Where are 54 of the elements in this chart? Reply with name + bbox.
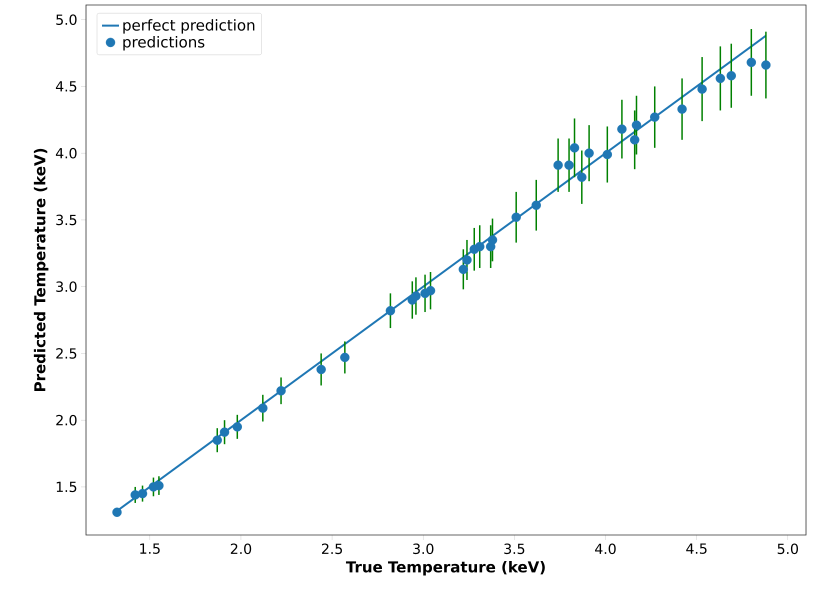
x-tick-label: 3.0 (413, 544, 434, 554)
x-tick-label: 4.0 (595, 544, 616, 554)
y-tick-label: 5.0 (56, 14, 77, 25)
y-tick-label: 4.0 (56, 148, 77, 158)
point (411, 291, 421, 301)
point (232, 422, 242, 432)
legend-label: predictions (123, 36, 204, 51)
point (488, 235, 498, 245)
point (577, 172, 587, 182)
point (716, 74, 726, 84)
x-tick-label: 5.0 (778, 544, 798, 554)
point (584, 148, 594, 158)
x-tick-label: 3.5 (504, 544, 524, 554)
point (632, 120, 642, 130)
point (258, 403, 268, 413)
point (564, 160, 574, 170)
y-tick-label: 4.5 (56, 81, 76, 92)
point (276, 386, 286, 396)
legend-label: perfect prediction (123, 19, 254, 34)
y-tick-label: 1.5 (56, 482, 76, 492)
point (475, 242, 484, 252)
x-tick-label: 2.5 (322, 544, 342, 554)
point (570, 143, 580, 153)
point (761, 60, 771, 70)
y-tick-label: 3.0 (56, 281, 77, 292)
y-tick-label: 3.5 (56, 214, 76, 226)
point (511, 212, 521, 222)
point (677, 104, 687, 114)
point (458, 264, 468, 274)
point (340, 352, 350, 362)
x-axis-title: True Temperature (keV) (346, 560, 545, 576)
point (630, 135, 640, 145)
point (426, 286, 436, 296)
x-tick-label: 2.0 (230, 544, 252, 554)
point (462, 255, 472, 265)
x-tick-label: 1.5 (140, 544, 160, 554)
point (650, 112, 660, 122)
point (726, 71, 736, 80)
y-axis-title: Predicted Temperature (keV) (34, 148, 48, 392)
point (532, 200, 541, 210)
point (602, 150, 612, 160)
point (220, 427, 230, 437)
y-tick-label: 2.0 (56, 414, 77, 426)
point (386, 306, 396, 316)
point (138, 488, 148, 498)
point (746, 58, 756, 68)
point (617, 124, 627, 134)
x-tick-label: 4.5 (686, 544, 707, 554)
y-tick-label: 2.5 (56, 348, 76, 359)
point (316, 364, 326, 374)
point (112, 508, 122, 517)
point (212, 436, 222, 445)
point (697, 84, 707, 94)
point (553, 160, 563, 170)
